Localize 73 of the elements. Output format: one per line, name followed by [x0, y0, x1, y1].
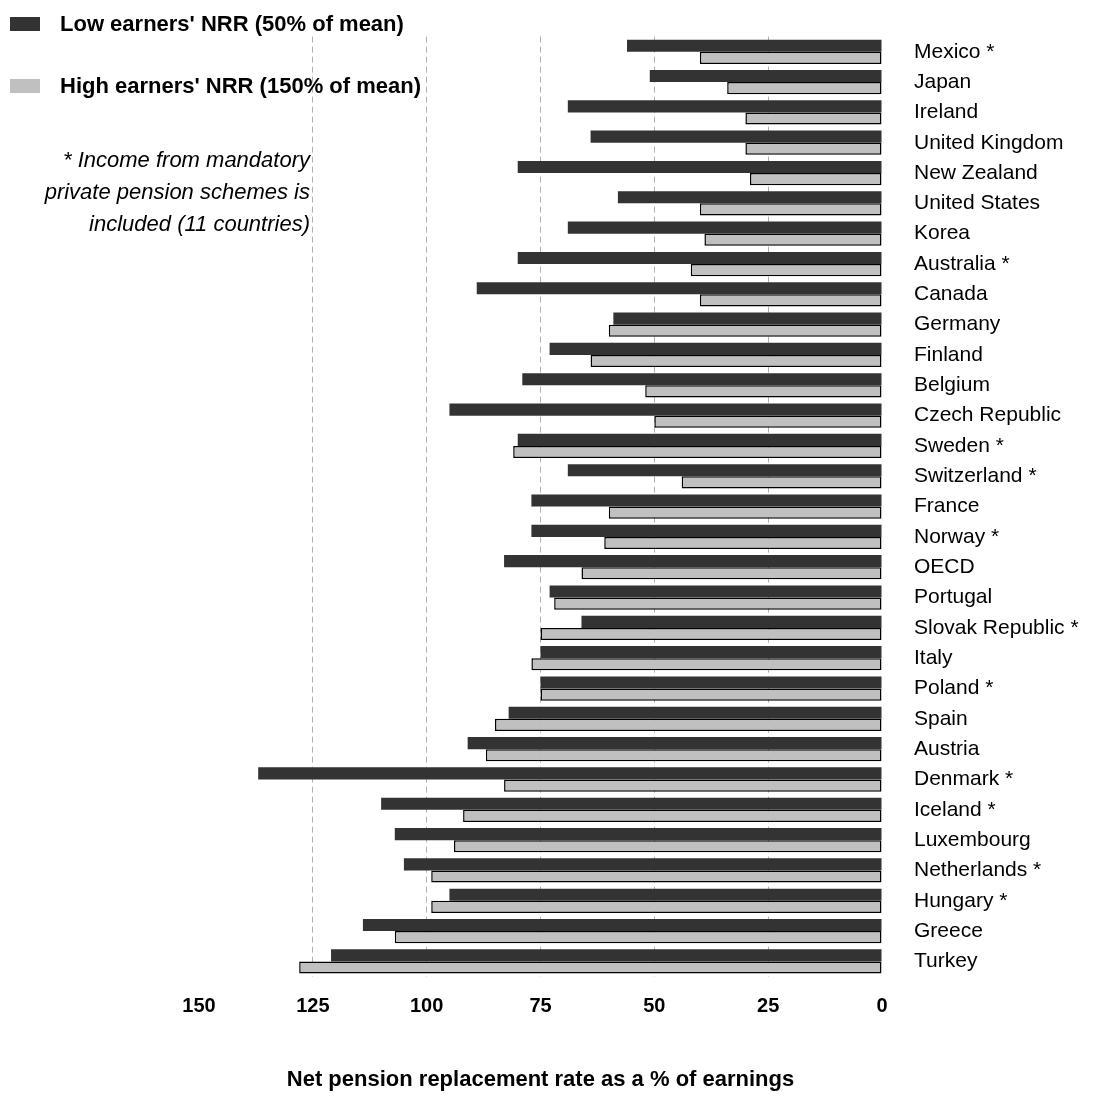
- y-tick-label: France: [914, 493, 980, 517]
- bar: [258, 767, 882, 780]
- y-tick-label: Portugal: [914, 584, 993, 608]
- bar: [567, 100, 882, 113]
- bar: [549, 585, 882, 598]
- x-tick-label: 100: [409, 994, 444, 1017]
- y-tick-label: Netherlands *: [914, 857, 1042, 881]
- y-tick-label: Belgium: [914, 372, 990, 396]
- y-tick-label: Spain: [914, 705, 968, 729]
- y-tick-label: Austria: [914, 735, 980, 759]
- bar: [517, 433, 882, 446]
- bar: [476, 282, 882, 295]
- bar: [590, 130, 882, 143]
- bar: [504, 555, 882, 568]
- y-tick-label: Poland *: [914, 675, 994, 699]
- y-tick-label: Finland: [914, 341, 983, 365]
- bar: [394, 828, 882, 841]
- x-tick-label: 125: [296, 994, 330, 1017]
- y-tick-label: Hungary *: [914, 887, 1008, 911]
- y-tick-label: United Kingdom: [914, 129, 1064, 153]
- legend-label: Low earners' NRR (50% of mean): [60, 11, 404, 37]
- bar: [522, 373, 882, 386]
- x-tick-label: 25: [757, 994, 780, 1017]
- y-tick-label: United States: [914, 190, 1041, 214]
- y-tick-label: Luxembourg: [914, 826, 1031, 850]
- y-tick-label: Sweden *: [914, 432, 1004, 456]
- x-tick-label: 0: [876, 994, 888, 1017]
- y-tick-label: Czech Republic: [914, 402, 1062, 426]
- x-tick-label: 75: [529, 994, 552, 1017]
- bar: [381, 797, 882, 810]
- bar: [567, 221, 882, 234]
- y-tick-label: Denmark *: [914, 766, 1014, 790]
- bar: [649, 69, 882, 83]
- bar: [581, 615, 882, 628]
- bar: [331, 949, 882, 962]
- y-tick-label: Ireland: [914, 99, 979, 123]
- x-tick-label: 50: [643, 994, 666, 1017]
- bar: [449, 403, 882, 416]
- y-tick-label: Australia *: [914, 250, 1010, 274]
- bar: [549, 342, 882, 355]
- y-tick-label: Japan: [914, 68, 972, 92]
- x-tick-label: 150: [182, 994, 216, 1017]
- y-tick-label: Korea: [914, 220, 971, 244]
- y-tick-label: Turkey: [914, 948, 978, 972]
- y-tick-label: OECD: [914, 554, 975, 578]
- bar: [567, 464, 882, 477]
- y-tick-label: Norway *: [914, 523, 1000, 547]
- y-tick-label: Slovak Republic *: [914, 614, 1079, 638]
- bar: [517, 160, 882, 174]
- bar: [508, 706, 882, 719]
- bar: [613, 312, 882, 325]
- annotation: * Income from mandatory private pension schemes is included (11 countries): [43, 146, 310, 238]
- bar: [531, 524, 882, 537]
- y-tick-label: Iceland *: [914, 796, 996, 820]
- legend-label: High earners' NRR (150% of mean): [60, 73, 421, 99]
- bar: [617, 191, 882, 204]
- y-tick-label: Italy: [914, 645, 954, 669]
- bar: [540, 676, 882, 689]
- x-axis-title: Net pension replacement rate as a % of earnings: [286, 1065, 795, 1091]
- bar: [531, 494, 882, 507]
- y-tick-label: New Zealand: [914, 159, 1038, 183]
- y-tick-label: Greece: [914, 917, 983, 941]
- y-tick-label: Switzerland *: [914, 463, 1037, 487]
- y-tick-label: Mexico *: [914, 38, 995, 62]
- bar: [449, 888, 882, 901]
- y-tick-label: Germany: [914, 311, 1001, 335]
- bar: [517, 251, 882, 265]
- bar: [540, 646, 882, 659]
- bar: [362, 918, 882, 932]
- bar: [403, 858, 882, 871]
- y-tick-label: Canada: [914, 281, 988, 305]
- bar: [627, 39, 882, 52]
- bar: [467, 737, 882, 750]
